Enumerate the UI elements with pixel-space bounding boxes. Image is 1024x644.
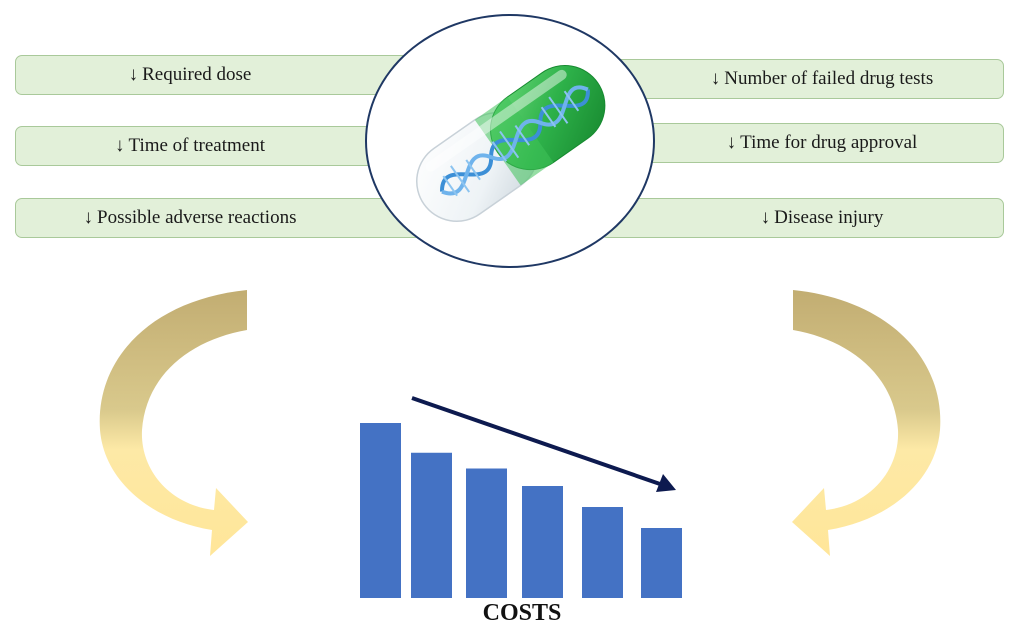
benefit-label: ↓ Disease injury	[760, 207, 884, 228]
benefit-label: ↓ Required dose	[128, 64, 252, 85]
benefit-box-drug-approval-time: ↓ Time for drug approval	[600, 123, 1004, 163]
benefit-label: ↓ Possible adverse reactions	[83, 207, 297, 228]
cost-bars	[360, 423, 682, 598]
benefit-box-required-dose: ↓ Required dose	[15, 55, 425, 95]
cost-bar-3	[466, 468, 507, 598]
down-arrow-icon: ↓	[115, 135, 125, 156]
benefit-box-time-of-treatment: ↓ Time of treatment	[15, 126, 425, 166]
cost-bar-2	[411, 452, 452, 598]
down-arrow-icon: ↓	[83, 207, 94, 228]
benefit-label: ↓ Time for drug approval	[726, 132, 918, 153]
benefit-box-failed-drug-tests: ↓ Number of failed drug tests	[600, 59, 1004, 99]
down-arrow-icon: ↓	[128, 64, 139, 85]
dna-capsule-icon	[416, 65, 606, 223]
down-arrow-icon: ↓	[726, 132, 737, 153]
benefit-box-adverse-reactions: ↓ Possible adverse reactions	[15, 198, 425, 238]
cost-bar-1	[360, 423, 401, 598]
benefit-label: ↓ Number of failed drug tests	[710, 68, 934, 89]
curved-arrow-left	[99, 290, 248, 556]
benefit-box-disease-injury: ↓ Disease injury	[600, 198, 1004, 238]
costs-title: COSTS	[482, 600, 562, 626]
cost-bar-5	[582, 507, 623, 598]
curved-arrow-right	[792, 290, 941, 556]
down-arrow-icon: ↓	[760, 207, 771, 228]
cost-bar-6	[641, 528, 682, 598]
decreasing-trend-arrow	[411, 396, 661, 486]
trend-arrow-head	[656, 474, 676, 492]
down-arrow-icon: ↓	[710, 68, 721, 89]
capsule-circle	[365, 14, 655, 268]
benefit-label: ↓ Time of treatment	[115, 135, 265, 156]
cost-bar-4	[522, 486, 563, 598]
